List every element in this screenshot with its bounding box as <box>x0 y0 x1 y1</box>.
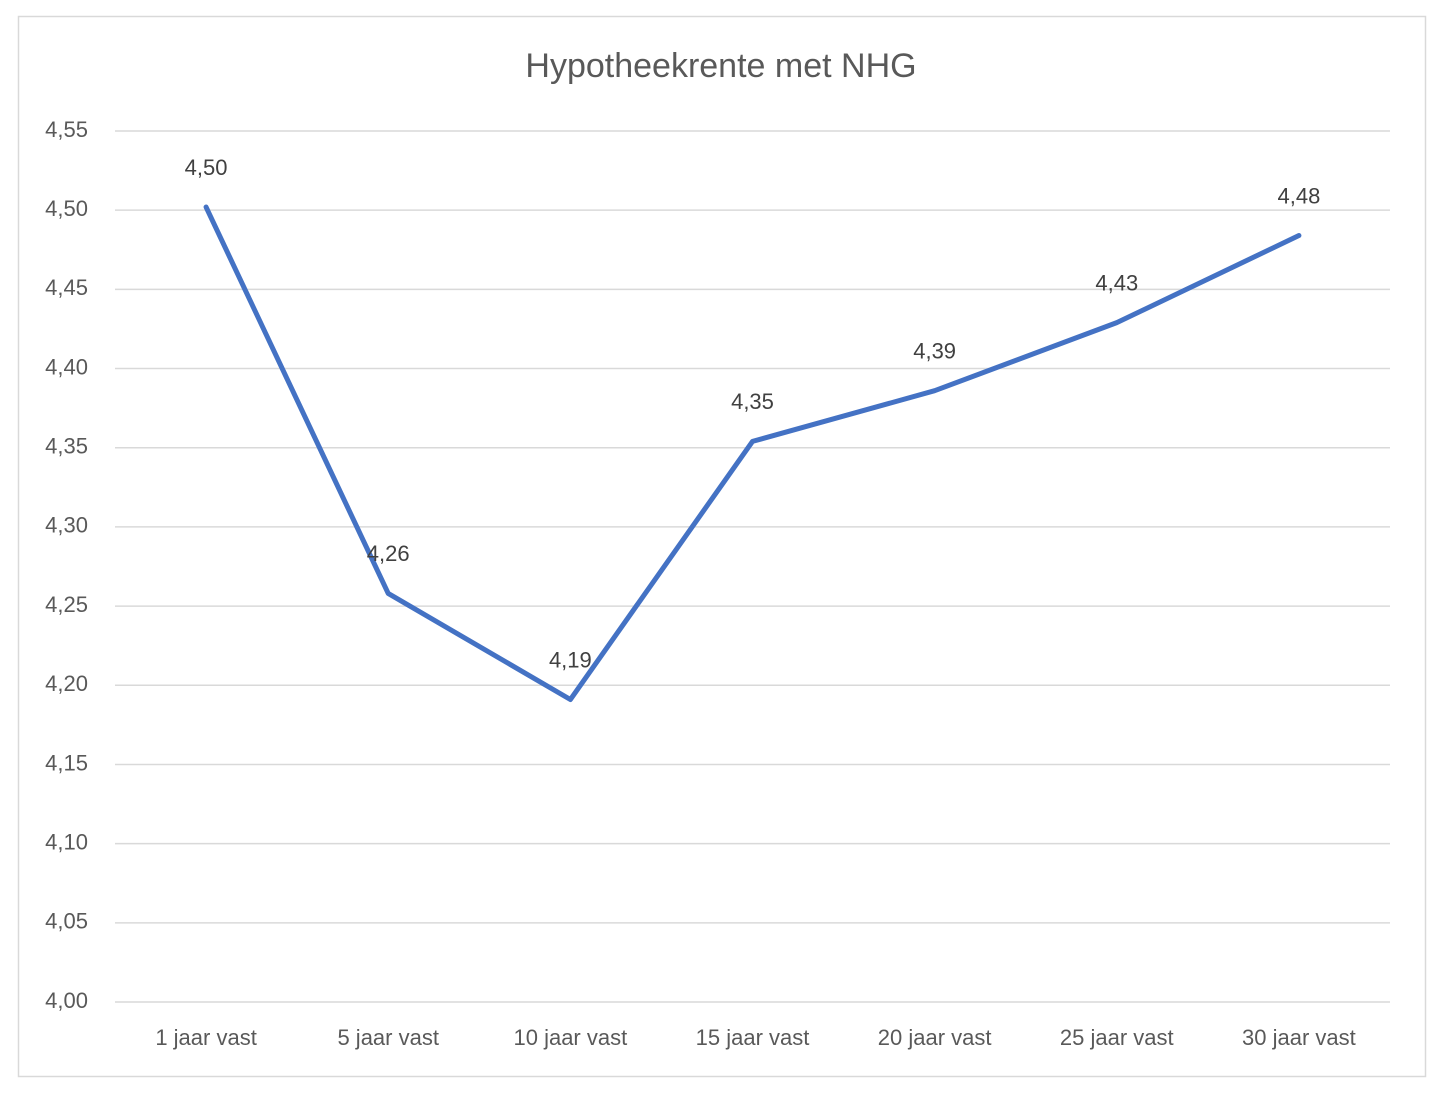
y-tick-label: 4,10 <box>45 829 88 854</box>
y-tick-label: 4,00 <box>45 988 88 1013</box>
x-tick-label: 20 jaar vast <box>878 1025 992 1050</box>
data-label: 4,35 <box>731 389 774 414</box>
data-label: 4,50 <box>185 155 228 180</box>
data-line <box>203 204 1302 703</box>
y-tick-label: 4,20 <box>45 671 88 696</box>
data-label: 4,48 <box>1278 183 1321 208</box>
x-tick-label: 15 jaar vast <box>696 1025 810 1050</box>
data-label: 4,43 <box>1095 270 1138 295</box>
x-tick-label: 30 jaar vast <box>1242 1025 1356 1050</box>
y-tick-label: 4,25 <box>45 592 88 617</box>
x-tick-label: 1 jaar vast <box>155 1025 257 1050</box>
chart-frame <box>17 15 1427 1078</box>
y-tick-label: 4,35 <box>45 434 88 459</box>
data-label: 4,26 <box>367 541 410 566</box>
y-tick-label: 4,50 <box>45 196 88 221</box>
y-tick-label: 4,45 <box>45 275 88 300</box>
y-tick-label: 4,05 <box>45 909 88 934</box>
x-tick-label: 5 jaar vast <box>337 1025 439 1050</box>
data-label: 4,19 <box>549 647 592 672</box>
x-tick-label: 25 jaar vast <box>1060 1025 1174 1050</box>
data-label: 4,39 <box>913 339 956 364</box>
y-tick-label: 4,55 <box>45 117 88 142</box>
y-tick-label: 4,30 <box>45 513 88 538</box>
chart-title: Hypotheekrente met NHG <box>525 47 916 85</box>
y-tick-label: 4,40 <box>45 354 88 379</box>
x-tick-label: 10 jaar vast <box>513 1025 627 1050</box>
y-tick-label: 4,15 <box>45 750 88 775</box>
